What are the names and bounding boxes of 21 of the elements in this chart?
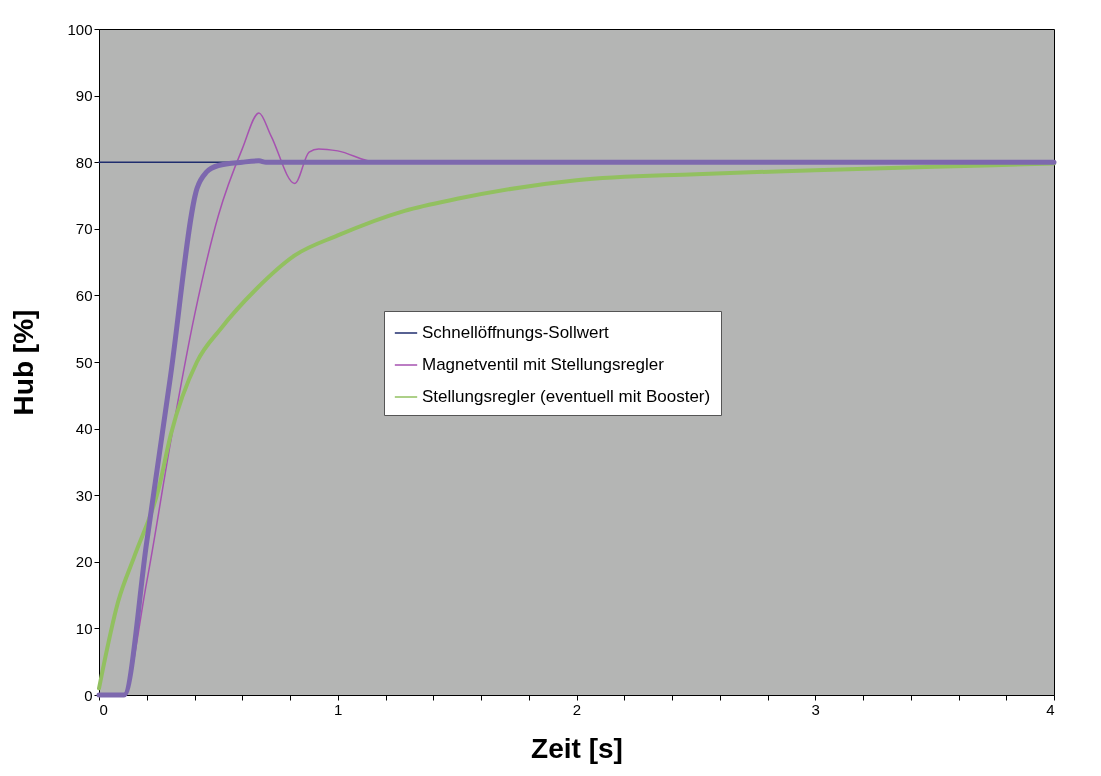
legend-label: Magnetventil mit Stellungsregler	[422, 355, 665, 374]
y-tick-label: 60	[75, 286, 93, 304]
x-tick-label: 3	[811, 700, 820, 718]
y-tick-label: 50	[75, 353, 93, 371]
y-tick-label: 70	[75, 220, 93, 238]
y-tick-label: 80	[75, 153, 93, 171]
y-tick-label: 40	[75, 420, 93, 438]
y-tick-label: 0	[84, 686, 93, 704]
x-axis-title: Zeit [s]	[531, 732, 623, 764]
y-tick-label: 30	[75, 486, 93, 504]
x-tick-label: 1	[334, 700, 343, 718]
x-tick-label: 0	[99, 700, 108, 718]
y-tick-label: 90	[75, 87, 93, 105]
x-tick-label: 2	[572, 700, 582, 718]
legend-label: Schnellöffnungs-Sollwert	[422, 323, 610, 342]
y-tick-label: 20	[75, 553, 93, 571]
y-axis-title: Hub [%]	[8, 309, 40, 416]
legend-label: Stellungsregler (eventuell mit Booster)	[422, 387, 711, 406]
y-tick-label: 10	[75, 619, 93, 637]
y-tick-label: 100	[67, 20, 93, 38]
x-tick-label: 4	[1046, 700, 1055, 718]
